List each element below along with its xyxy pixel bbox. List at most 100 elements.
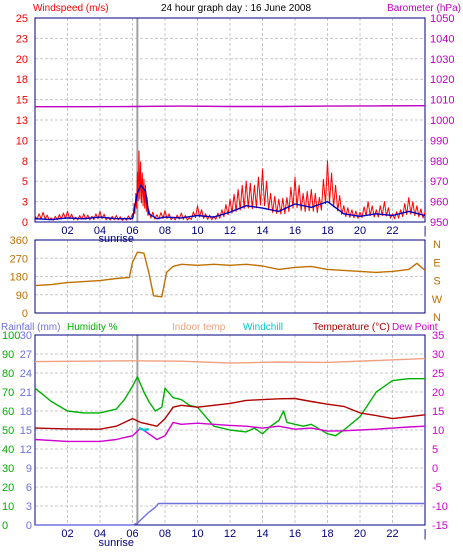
temp-tick: 15 xyxy=(432,406,444,418)
x-tick-bottom: 02 xyxy=(61,528,73,540)
indoor-series xyxy=(34,357,426,364)
barometer-tick: 1010 xyxy=(430,95,454,107)
windspeed-tick: 5 xyxy=(22,176,28,188)
x-tick-bottom: 14 xyxy=(256,528,268,540)
x-tick-bottom: 08 xyxy=(159,528,171,540)
temp-tick: -15 xyxy=(432,520,448,532)
barometer-tick: 980 xyxy=(430,156,448,168)
direction-tick: 270 xyxy=(10,253,28,265)
temp-tick: -10 xyxy=(432,501,448,513)
humidity-tick: 0 xyxy=(2,520,8,532)
wind-series xyxy=(34,184,426,221)
x-tick-top: 16 xyxy=(289,225,301,237)
compass-tick: S xyxy=(433,276,440,288)
x-tick-top: 04 xyxy=(94,225,106,237)
barometer-tick: 950 xyxy=(430,217,448,229)
direction-series xyxy=(34,251,426,298)
windchill-series xyxy=(138,426,150,432)
windspeed-tick: 25 xyxy=(16,13,28,25)
rain-tick: 24 xyxy=(20,368,32,380)
x-tick-top: 02 xyxy=(61,225,73,237)
temp-tick: 30 xyxy=(432,349,444,361)
x-tick-top: 06 xyxy=(126,225,138,237)
plot-frame xyxy=(34,239,426,314)
barometer-tick: 1030 xyxy=(430,54,454,66)
x-tick-top: 08 xyxy=(159,225,171,237)
rain-tick: 27 xyxy=(20,349,32,361)
humidity-tick: 70 xyxy=(2,387,14,399)
x-tick-bottom: | xyxy=(424,528,427,540)
rain-tick: 15 xyxy=(20,425,32,437)
temp-tick: 25 xyxy=(432,368,444,380)
x-tick-top: 10 xyxy=(191,225,203,237)
legend-temperature: Temperature (°C) xyxy=(313,322,390,333)
rain-tick: 9 xyxy=(26,463,32,475)
humidity-tick: 80 xyxy=(2,368,14,380)
compass-tick: W xyxy=(432,294,443,306)
barometer-axis-title: Barometer (hPa) xyxy=(387,3,461,14)
x-tick-top: 18 xyxy=(321,225,333,237)
x-tick-bottom: 16 xyxy=(289,528,301,540)
sunrise-label-bottom: sunrise xyxy=(99,537,134,549)
windspeed-tick: 13 xyxy=(16,115,28,127)
direction-tick: 360 xyxy=(10,235,28,247)
barometer-tick: 1020 xyxy=(430,74,454,86)
x-tick-top: 22 xyxy=(386,225,398,237)
direction-tick: 0 xyxy=(22,308,28,320)
dewpoint-series xyxy=(34,421,426,443)
barometer-tick: 1000 xyxy=(430,115,454,127)
gust-series xyxy=(34,150,426,221)
humidity-tick: 100 xyxy=(2,330,20,342)
windspeed-tick: 3 xyxy=(22,197,28,209)
humidity-tick: 30 xyxy=(2,463,14,475)
rain-tick: 30 xyxy=(20,330,32,342)
barometer-tick: 960 xyxy=(430,197,448,209)
rain-tick: 6 xyxy=(26,482,32,494)
plot-frame xyxy=(34,17,426,223)
direction-tick: 180 xyxy=(10,272,28,284)
graph-title: 24 hour graph day : 16 June 2008 xyxy=(161,3,312,14)
x-tick-top: 20 xyxy=(354,225,366,237)
rain-tick: 3 xyxy=(26,501,32,513)
temp-tick: 0 xyxy=(432,463,438,475)
windspeed-tick: 10 xyxy=(16,135,28,147)
x-tick-top: 12 xyxy=(224,225,236,237)
compass-tick: N xyxy=(433,312,441,324)
barometer-tick: 1050 xyxy=(430,13,454,25)
rain-tick: 18 xyxy=(20,406,32,418)
legend-humidity: Humidity % xyxy=(67,322,118,333)
barometer-series xyxy=(35,105,426,108)
windspeed-tick: 23 xyxy=(16,33,28,45)
humidity-series xyxy=(34,376,425,437)
temp-tick: 35 xyxy=(432,330,444,342)
temp-tick: -5 xyxy=(432,482,442,494)
legend-rainfall: Rainfall (mm) xyxy=(1,322,60,333)
windspeed-tick: 8 xyxy=(22,156,28,168)
x-tick-bottom: 06 xyxy=(126,528,138,540)
barometer-tick: 990 xyxy=(430,135,448,147)
rain-tick: 0 xyxy=(26,520,32,532)
legend-indoor: Indoor temp xyxy=(172,322,226,333)
x-tick-bottom: 10 xyxy=(191,528,203,540)
direction-tick: 90 xyxy=(16,290,28,302)
temperature-series xyxy=(34,397,426,430)
legend-dewpoint: Dew Point xyxy=(392,322,438,333)
humidity-tick: 40 xyxy=(2,444,14,456)
temp-tick: 10 xyxy=(432,425,444,437)
plot-frame xyxy=(34,334,426,526)
x-tick-bottom: 18 xyxy=(321,528,333,540)
rain-tick: 21 xyxy=(20,387,32,399)
compass-tick: N xyxy=(433,239,441,251)
x-tick-bottom: 20 xyxy=(354,528,366,540)
windspeed-axis-title: Windspeed (m/s) xyxy=(33,3,109,14)
humidity-tick: 50 xyxy=(2,425,14,437)
x-tick-bottom: 04 xyxy=(94,528,106,540)
x-tick-bottom: 12 xyxy=(224,528,236,540)
temp-tick: 20 xyxy=(432,387,444,399)
x-tick-top: 14 xyxy=(256,225,268,237)
sunrise-label-top: sunrise xyxy=(99,233,134,245)
barometer-tick: 1040 xyxy=(430,33,454,45)
